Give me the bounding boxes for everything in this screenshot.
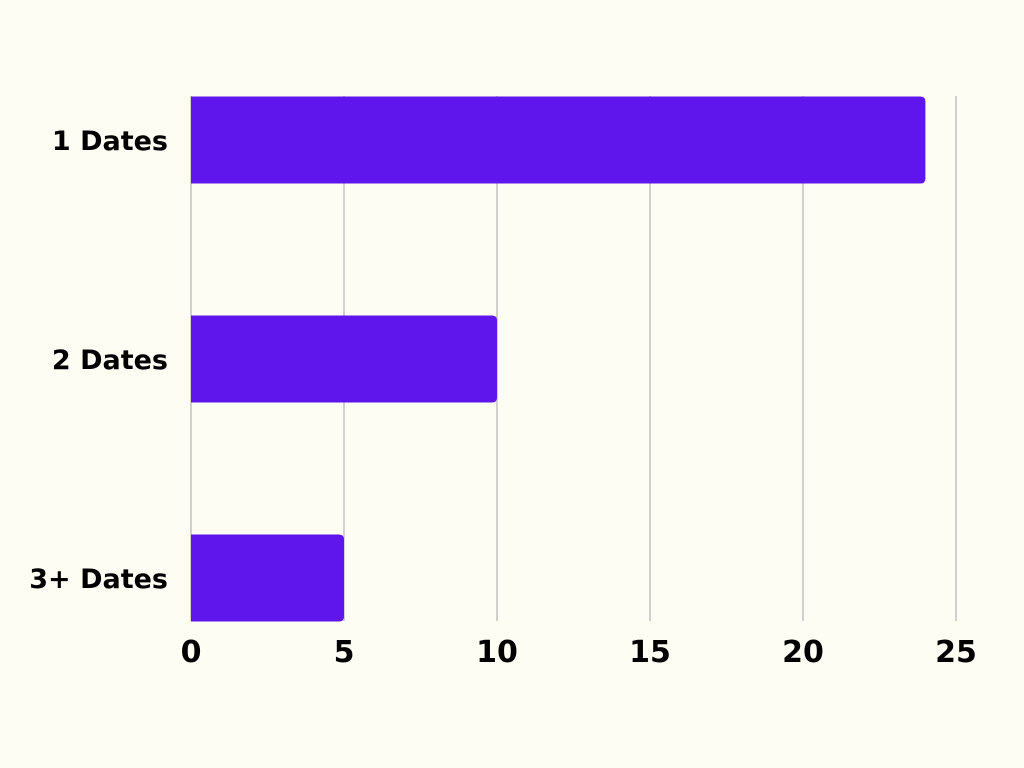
category-labels: 1 Dates 2 Dates 3+ Dates: [29, 126, 168, 595]
x-tick-label: 20: [782, 635, 824, 670]
x-tick-label: 10: [476, 635, 518, 670]
category-label: 1 Dates: [52, 126, 168, 157]
category-label: 2 Dates: [52, 345, 168, 376]
bar-1-dates: [191, 96, 926, 184]
x-tick-label: 5: [334, 635, 355, 670]
category-label: 3+ Dates: [29, 564, 168, 595]
x-tick-labels: 0 5 10 15 20 25: [181, 635, 977, 670]
bar-3-dates: [191, 534, 344, 622]
x-tick-label: 0: [181, 635, 202, 670]
bar-2-dates: [191, 315, 497, 403]
x-tick-label: 25: [935, 635, 977, 670]
x-tick-label: 15: [629, 635, 671, 670]
bars: [191, 96, 926, 622]
